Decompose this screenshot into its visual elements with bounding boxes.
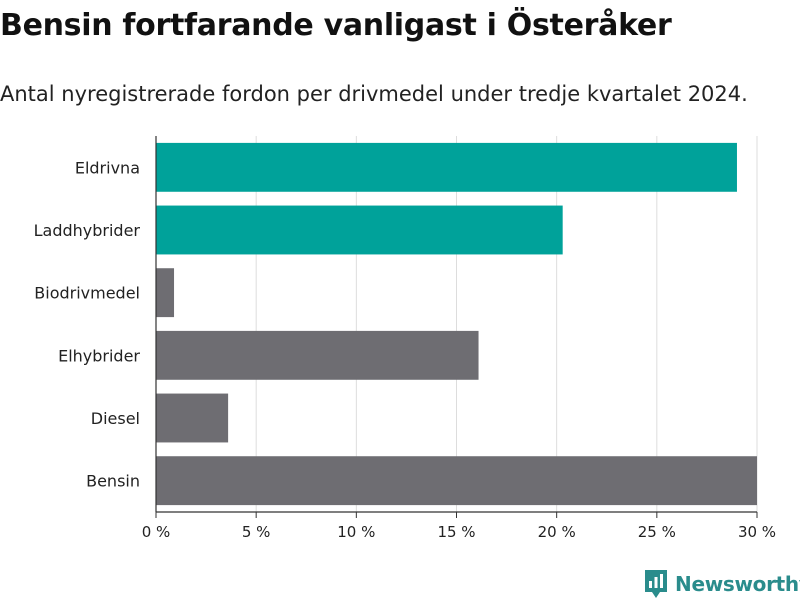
bar-laddhybrider [156,205,563,255]
bar-diesel [156,393,229,443]
x-tick-label: 30 % [738,523,776,541]
newsworthy-logo: Newsworthy [645,568,800,600]
chart-subtitle: Antal nyregistrerade fordon per drivmede… [0,82,748,106]
category-label: Eldrivna [75,158,140,177]
category-label: Biodrivmedel [34,284,140,303]
bar-bensin [156,456,757,506]
category-label: Bensin [86,472,140,491]
bar-elhybrider [156,330,479,380]
bar-eldrivna [156,142,737,192]
category-label: Elhybrider [58,346,140,365]
bars [156,142,757,506]
grid-lines [255,136,758,512]
x-axis: 0 % 5 % 10 % 15 % 20 % 25 % 30 % [142,136,776,541]
newsworthy-logo-icon [645,570,667,598]
category-label: Laddhybrider [34,221,141,240]
category-label: Diesel [91,409,140,428]
x-tick-label: 15 % [437,523,475,541]
bar-biodrivmedel [156,268,175,318]
x-tick-label: 0 % [142,523,171,541]
x-tick-label: 10 % [337,523,375,541]
category-labels: Eldrivna Laddhybrider Biodrivmedel Elhybrid… [34,158,141,490]
newsworthy-logo-text: Newsworthy [675,572,800,596]
chart-title: Bensin fortfarande vanligast i Österåker [0,8,672,43]
x-tick-label: 25 % [638,523,676,541]
x-tick-label: 5 % [242,523,271,541]
x-tick-label: 20 % [538,523,576,541]
